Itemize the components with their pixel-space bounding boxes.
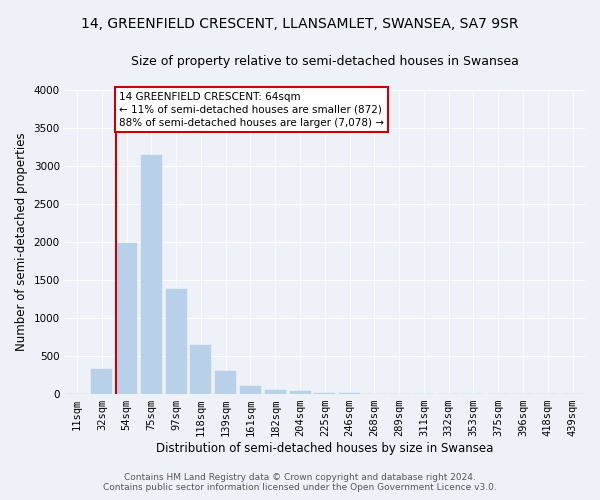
Bar — [265, 390, 286, 394]
Text: 14 GREENFIELD CRESCENT: 64sqm
← 11% of semi-detached houses are smaller (872)
88: 14 GREENFIELD CRESCENT: 64sqm ← 11% of s… — [119, 92, 384, 128]
Text: 14, GREENFIELD CRESCENT, LLANSAMLET, SWANSEA, SA7 9SR: 14, GREENFIELD CRESCENT, LLANSAMLET, SWA… — [81, 18, 519, 32]
Bar — [314, 393, 335, 394]
X-axis label: Distribution of semi-detached houses by size in Swansea: Distribution of semi-detached houses by … — [156, 442, 494, 455]
Bar — [215, 370, 236, 394]
Bar — [116, 243, 137, 394]
Bar — [290, 392, 311, 394]
Bar — [190, 346, 211, 394]
Bar — [240, 386, 261, 394]
Bar — [91, 369, 112, 394]
Bar — [141, 154, 162, 394]
Y-axis label: Number of semi-detached properties: Number of semi-detached properties — [15, 132, 28, 352]
Text: Contains HM Land Registry data © Crown copyright and database right 2024.
Contai: Contains HM Land Registry data © Crown c… — [103, 473, 497, 492]
Title: Size of property relative to semi-detached houses in Swansea: Size of property relative to semi-detach… — [131, 55, 519, 68]
Bar — [166, 289, 187, 394]
